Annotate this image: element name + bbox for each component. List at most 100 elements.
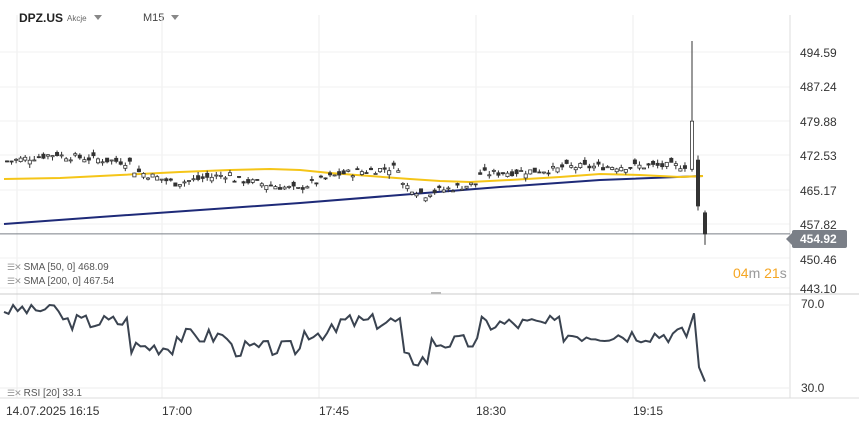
candle-body [255, 179, 260, 181]
candle-body [86, 157, 91, 161]
candle-body [182, 181, 187, 184]
candle-body [596, 161, 601, 165]
candle-body [259, 183, 264, 187]
candle-body [205, 172, 210, 178]
candle-body [703, 212, 708, 235]
candle-body [5, 160, 10, 163]
indicator-menu-icon[interactable]: ☰✕ [7, 388, 22, 398]
candle-body [41, 153, 46, 159]
candle-body [573, 167, 578, 171]
price-tick: 472.53 [800, 149, 837, 163]
candle-body [551, 165, 556, 169]
candle-body [528, 169, 533, 175]
candle-body [601, 167, 606, 171]
time-tick: 17:00 [162, 404, 193, 418]
candle-body [473, 183, 478, 186]
candle-body [623, 169, 628, 173]
candle-body [218, 174, 223, 177]
candle-body [690, 120, 695, 170]
price-tick: 450.46 [800, 253, 837, 267]
candle-body [610, 167, 615, 170]
candle-body [655, 162, 660, 166]
indicator-menu-icon[interactable]: ☰✕ [7, 276, 22, 286]
candle-body [491, 169, 496, 172]
candle-body [337, 171, 342, 176]
candle-body [105, 157, 110, 163]
candle-body [642, 167, 647, 170]
candle-body [50, 155, 55, 158]
candle-body [632, 159, 637, 165]
candle-body [423, 197, 428, 202]
pane-resize-handle [431, 292, 441, 294]
candle-body [100, 161, 105, 164]
candle-body [519, 170, 524, 172]
timeframe-dropdown-icon[interactable] [171, 15, 179, 20]
candle-body [45, 154, 50, 157]
candle-body [569, 165, 574, 168]
candle-body [214, 174, 219, 177]
candle-body [605, 166, 610, 169]
candle-body [155, 176, 160, 181]
candle-body [437, 185, 442, 189]
candle-body [250, 179, 255, 183]
candle-body [368, 167, 373, 171]
candle-body [646, 163, 651, 166]
rsi-indicator[interactable]: ☰✕ RSI [20] 33.1 [7, 388, 82, 399]
current-price-badge: 454.92 [786, 230, 847, 248]
candle-body [173, 182, 178, 187]
candle-body [68, 159, 73, 162]
candle-body [537, 171, 542, 174]
sma50-indicator[interactable]: ☰✕ SMA [50, 0] 468.09 [7, 262, 109, 273]
candle-body [619, 167, 624, 172]
candle-body [673, 163, 678, 166]
candle-body [409, 191, 414, 195]
candle-body [382, 167, 387, 170]
candle-body [268, 184, 273, 187]
candle-body [18, 157, 23, 162]
symbol-dropdown-icon[interactable] [94, 15, 102, 20]
candle-body [27, 159, 32, 165]
candle-body [532, 167, 537, 173]
sma200-label: SMA [200, 0] 467.54 [23, 276, 115, 287]
candle-body [660, 163, 665, 168]
candle-body [264, 185, 269, 190]
candle-body [136, 168, 141, 173]
candle-body [159, 178, 164, 181]
candle-body [82, 159, 87, 163]
candle-body [455, 183, 460, 186]
candle-body [23, 156, 28, 161]
candle-body [487, 174, 492, 177]
candle-body [478, 172, 483, 175]
price-tick: 494.59 [800, 46, 837, 60]
candle-body [91, 152, 96, 157]
candle-body [132, 172, 137, 178]
candle-body [578, 163, 583, 168]
price-tick: 457.82 [800, 218, 837, 232]
candle-body [414, 193, 419, 197]
candle-body [223, 177, 228, 180]
candle-body [355, 168, 360, 171]
time-tick: 18:30 [476, 404, 507, 418]
indicator-menu-icon[interactable]: ☰✕ [7, 262, 22, 272]
candle-body [146, 177, 151, 180]
candle-body [696, 159, 701, 207]
candle-body [177, 184, 182, 187]
sma200-indicator[interactable]: ☰✕ SMA [200, 0] 467.54 [7, 276, 114, 287]
price-tick: 443.10 [800, 282, 837, 296]
candle-body [209, 176, 214, 182]
candle-body [464, 185, 469, 189]
candle-body [587, 165, 592, 169]
candle-body [500, 172, 505, 175]
candle-body [546, 172, 551, 175]
rsi-tick: 70.0 [801, 297, 825, 311]
candle-body [505, 172, 510, 177]
symbol-type: Akcje [67, 14, 87, 23]
candle-body [396, 170, 401, 173]
candle-body [564, 159, 569, 164]
candle-body [36, 156, 41, 159]
timeframe-selector[interactable]: M15 [143, 12, 165, 24]
candle-body [196, 175, 201, 180]
candle-body [123, 165, 128, 169]
symbol-name[interactable]: DPZ.US [19, 11, 64, 25]
